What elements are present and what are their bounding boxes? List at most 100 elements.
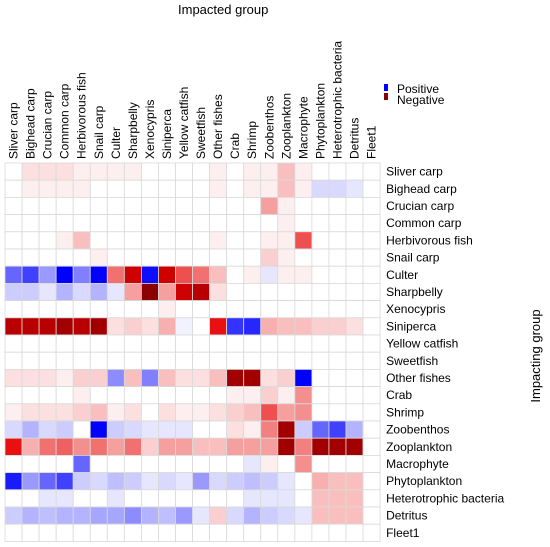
heatmap-cell bbox=[294, 231, 313, 250]
heatmap-cell bbox=[311, 179, 330, 198]
heatmap-cell bbox=[140, 403, 159, 422]
heatmap-cell bbox=[226, 300, 245, 319]
legend-positive-label: Positive bbox=[397, 82, 439, 96]
heatmap-cell bbox=[345, 454, 364, 473]
heatmap-cell bbox=[345, 317, 364, 336]
heatmap-cell bbox=[260, 162, 279, 181]
heatmap-cell bbox=[55, 179, 74, 198]
heatmap-cell bbox=[311, 351, 330, 370]
heatmap-cell bbox=[277, 368, 296, 387]
heatmap-cell bbox=[209, 386, 228, 405]
heatmap-cell bbox=[38, 472, 57, 491]
heatmap-cell bbox=[175, 282, 193, 301]
heatmap-cell bbox=[38, 334, 57, 353]
heatmap-cell bbox=[294, 248, 313, 267]
heatmap-cell bbox=[362, 351, 381, 370]
heatmap-cell bbox=[175, 317, 193, 336]
heatmap-cell bbox=[21, 231, 40, 250]
heatmap-cell bbox=[158, 403, 176, 422]
heatmap-cell bbox=[192, 523, 211, 542]
heatmap-cell bbox=[192, 386, 211, 405]
heatmap-cell bbox=[209, 300, 228, 319]
heatmap-cell bbox=[38, 403, 57, 422]
heatmap-cell bbox=[89, 300, 108, 319]
heatmap-cell bbox=[106, 454, 125, 473]
legend: Positive Negative bbox=[384, 82, 445, 107]
heatmap-cell bbox=[362, 368, 381, 387]
heatmap-cell bbox=[72, 334, 91, 353]
heatmap-cell bbox=[4, 214, 23, 233]
heatmap-cell bbox=[38, 300, 57, 319]
heatmap-cell bbox=[328, 472, 347, 491]
heatmap-cell bbox=[55, 351, 74, 370]
heatmap-cell bbox=[38, 162, 57, 181]
heatmap-cell bbox=[226, 420, 245, 439]
heatmap-cell bbox=[4, 282, 23, 301]
heatmap-cell bbox=[106, 196, 125, 215]
heatmap-cell bbox=[311, 231, 330, 250]
heatmap-cell bbox=[328, 334, 347, 353]
heatmap-cell bbox=[106, 214, 125, 233]
heatmap-cell bbox=[140, 420, 159, 439]
row-label: Bighead carp bbox=[386, 182, 457, 196]
heatmap-cell bbox=[345, 472, 364, 491]
heatmap-cell bbox=[192, 403, 211, 422]
heatmap-cell bbox=[158, 282, 176, 301]
row-labels: Sliver carp Bighead carp Crucian carp Commo… bbox=[386, 165, 504, 540]
heatmap-cell bbox=[277, 403, 296, 422]
heatmap-cell bbox=[243, 317, 262, 336]
heatmap-cell bbox=[260, 472, 279, 491]
heatmap-cell bbox=[175, 368, 193, 387]
heatmap-cell bbox=[140, 472, 159, 491]
heatmap-cell bbox=[209, 162, 228, 181]
heatmap-cell bbox=[294, 368, 313, 387]
heatmap-cell bbox=[38, 420, 57, 439]
heatmap-cell bbox=[311, 162, 330, 181]
heatmap-cell bbox=[21, 454, 40, 473]
heatmap-cell bbox=[260, 506, 279, 525]
heatmap-cell bbox=[209, 334, 228, 353]
heatmap-cell bbox=[89, 386, 108, 405]
heatmap-cell bbox=[158, 196, 176, 215]
heatmap-cell bbox=[294, 489, 313, 508]
heatmap-cell bbox=[21, 300, 40, 319]
heatmap-cell bbox=[328, 368, 347, 387]
heatmap-cell bbox=[21, 317, 40, 336]
heatmap-cell bbox=[311, 523, 330, 542]
heatmap-cell bbox=[345, 420, 364, 439]
row-label: Zooplankton bbox=[386, 440, 452, 454]
heatmap-cell bbox=[38, 386, 57, 405]
heatmap-cell bbox=[72, 386, 91, 405]
heatmap-cell bbox=[72, 472, 91, 491]
heatmap-cell bbox=[140, 231, 159, 250]
heatmap-cell bbox=[4, 300, 23, 319]
heatmap-cell bbox=[294, 214, 313, 233]
heatmap-cell bbox=[140, 506, 159, 525]
heatmap-cell bbox=[123, 489, 142, 508]
row-label: Snail carp bbox=[386, 251, 440, 265]
heatmap-cell bbox=[123, 351, 142, 370]
row-label: Sharpbelly bbox=[386, 285, 443, 299]
heatmap-cell bbox=[277, 248, 296, 267]
heatmap-cell bbox=[226, 506, 245, 525]
heatmap-cell bbox=[123, 179, 142, 198]
heatmap-cell bbox=[243, 454, 262, 473]
heatmap-cell bbox=[260, 420, 279, 439]
heatmap-cell bbox=[260, 196, 279, 215]
heatmap-cell bbox=[192, 196, 211, 215]
heatmap-cell bbox=[106, 437, 125, 456]
heatmap-cell bbox=[311, 248, 330, 267]
heatmap-cell bbox=[21, 179, 40, 198]
heatmap-cell bbox=[345, 368, 364, 387]
heatmap-cell bbox=[260, 454, 279, 473]
heatmap-cell bbox=[38, 368, 57, 387]
heatmap-cell bbox=[192, 300, 211, 319]
heatmap-cell bbox=[55, 300, 74, 319]
heatmap-cell bbox=[277, 179, 296, 198]
heatmap-cell bbox=[226, 523, 245, 542]
heatmap-cell bbox=[192, 506, 211, 525]
heatmap-cell bbox=[89, 403, 108, 422]
heatmap-cell bbox=[158, 454, 176, 473]
heatmap-cell bbox=[362, 162, 381, 181]
heatmap-cell bbox=[140, 454, 159, 473]
